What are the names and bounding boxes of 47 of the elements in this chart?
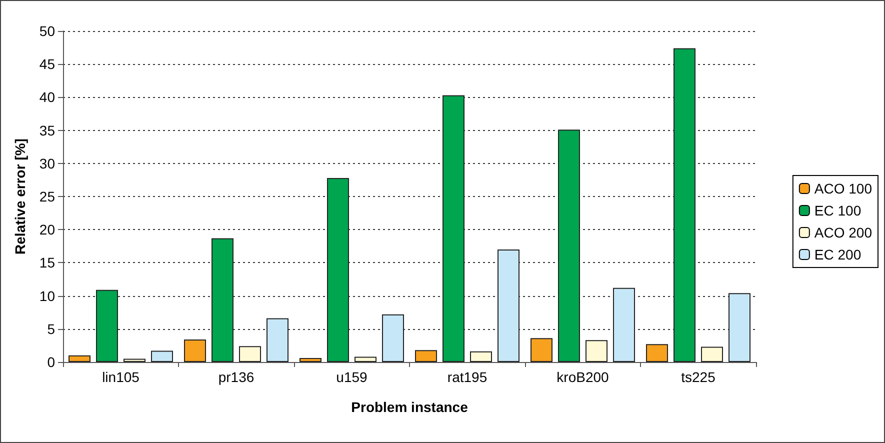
bar (701, 346, 723, 362)
y-tick-label: 50 (39, 23, 56, 39)
bar (442, 95, 464, 362)
x-tick-label: ts225 (681, 369, 716, 385)
bar (354, 356, 376, 362)
bar (530, 338, 552, 362)
bar (151, 350, 173, 362)
bar (646, 344, 668, 362)
bar (586, 340, 608, 362)
bar (382, 314, 404, 362)
y-tick-label: 45 (39, 56, 56, 72)
bar (300, 358, 322, 362)
y-axis-title: Relative error [%] (12, 138, 28, 254)
bar (674, 48, 696, 362)
x-tick-label: rat195 (447, 369, 488, 385)
y-tick-label: 40 (39, 89, 56, 106)
bar (498, 249, 520, 362)
y-tick-label: 20 (39, 222, 56, 238)
bar (68, 355, 90, 362)
bar (613, 288, 635, 362)
y-tick-label: 30 (39, 155, 56, 172)
x-tick-label: lin105 (102, 369, 140, 385)
y-tick-label: 35 (39, 122, 56, 138)
y-tick-label: 10 (39, 288, 56, 304)
x-axis-title: Problem instance (351, 399, 468, 415)
bar (470, 351, 492, 362)
bar (96, 290, 118, 362)
bar (327, 178, 349, 362)
x-tick-label: pr136 (218, 369, 254, 385)
y-tick-label: 25 (39, 188, 56, 204)
y-tick-label: 15 (39, 254, 56, 271)
y-tick-label: 0 (47, 354, 56, 370)
legend-label: ACO 100 (814, 180, 872, 196)
bar (558, 130, 580, 362)
legend-label: EC 100 (814, 202, 862, 218)
bar (415, 350, 437, 362)
bar (124, 358, 146, 362)
y-tick-label: 5 (47, 320, 56, 337)
bar (266, 318, 288, 362)
x-tick-label: kroB200 (556, 369, 610, 385)
bar (212, 238, 234, 362)
bar (239, 346, 261, 362)
x-tick-label: u159 (336, 369, 368, 385)
bar (728, 293, 750, 362)
bar (184, 339, 206, 362)
legend-label: ACO 200 (814, 224, 872, 240)
legend-label: EC 200 (814, 246, 862, 262)
